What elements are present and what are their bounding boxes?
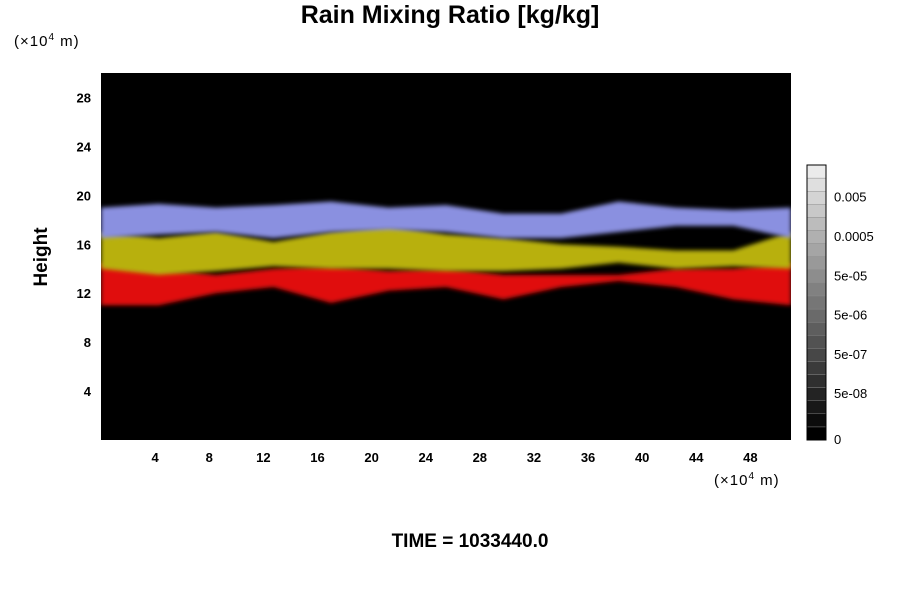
- colorbar-label: 0: [834, 432, 841, 447]
- band-red: [101, 262, 791, 306]
- y-tick-label: 8: [84, 335, 91, 350]
- colorbar-label: 0.0005: [834, 229, 874, 244]
- heatmap-bands: [101, 201, 791, 306]
- colorbar-step: [806, 217, 827, 231]
- colorbar-step: [806, 308, 827, 323]
- colorbar-step: [806, 204, 827, 218]
- colorbar-label: 5e-07: [834, 347, 867, 362]
- y-unit-exponent: 4: [48, 32, 56, 43]
- colorbar-step: [806, 426, 827, 441]
- colorbar-label: 0.005: [834, 190, 867, 205]
- x-tick-label: 4: [152, 450, 160, 465]
- y-axis-unit: (×104 m): [14, 32, 80, 50]
- band-blue: [101, 201, 791, 239]
- colorbar-label: 5e-08: [834, 386, 867, 401]
- y-unit-prefix: (×10: [14, 33, 49, 50]
- y-tick-label: 12: [77, 286, 91, 301]
- colorbar-step: [806, 348, 827, 362]
- colorbar-step: [806, 387, 827, 401]
- time-label: TIME = 1033440.0: [391, 531, 549, 552]
- colorbar-step: [806, 400, 827, 415]
- colorbar-step: [806, 177, 827, 192]
- x-tick-label: 24: [418, 450, 433, 465]
- x-axis-unit: (×104 m): [714, 471, 780, 489]
- colorbar-step: [806, 282, 827, 297]
- band-yellow: [101, 225, 791, 275]
- x-tick-label: 20: [364, 450, 378, 465]
- colorbar-step: [806, 413, 827, 428]
- x-tick-labels: 4 8 12 16 20 24 28 32 36 40 44 48: [152, 450, 758, 465]
- x-tick-label: 48: [743, 450, 757, 465]
- colorbar-label: 5e-05: [834, 268, 867, 283]
- x-tick-label: 16: [310, 450, 324, 465]
- colorbar-step: [806, 295, 827, 310]
- chart-title: Rain Mixing Ratio [kg/kg]: [300, 1, 600, 29]
- x-tick-label: 8: [206, 450, 213, 465]
- colorbar-step: [806, 361, 827, 375]
- y-unit-suffix: m): [55, 33, 80, 50]
- colorbar-step: [806, 321, 827, 336]
- x-tick-label: 28: [473, 450, 487, 465]
- y-tick-labels: 4 8 12 16 20 24 28: [77, 90, 92, 399]
- x-tick-label: 36: [581, 450, 595, 465]
- x-tick-label: 44: [689, 450, 704, 465]
- x-tick-label: 40: [635, 450, 649, 465]
- x-tick-label: 12: [256, 450, 270, 465]
- y-tick-label: 16: [77, 237, 91, 252]
- colorbar-frame: [806, 164, 827, 441]
- y-tick-label: 28: [77, 90, 91, 105]
- colorbar-step: [806, 374, 827, 388]
- y-tick-label: 24: [77, 139, 92, 154]
- colorbar-step: [806, 256, 827, 270]
- x-unit-suffix: m): [755, 472, 780, 489]
- x-unit-prefix: (×10: [714, 472, 749, 489]
- colorbar-step: [806, 164, 827, 179]
- y-tick-label: 20: [77, 188, 91, 203]
- colorbar: 0 5e-08 5e-07 5e-06 5e-05 0.0005 0.005: [806, 164, 874, 447]
- colorbar-label: 5e-06: [834, 308, 867, 323]
- colorbar-step: [806, 190, 827, 205]
- x-unit-exponent: 4: [748, 471, 756, 482]
- x-tick-label: 32: [527, 450, 541, 465]
- colorbar-step: [806, 269, 827, 284]
- colorbar-step: [806, 230, 827, 244]
- colorbar-step: [806, 335, 827, 349]
- colorbar-step: [806, 243, 827, 257]
- y-tick-label: 4: [84, 384, 92, 399]
